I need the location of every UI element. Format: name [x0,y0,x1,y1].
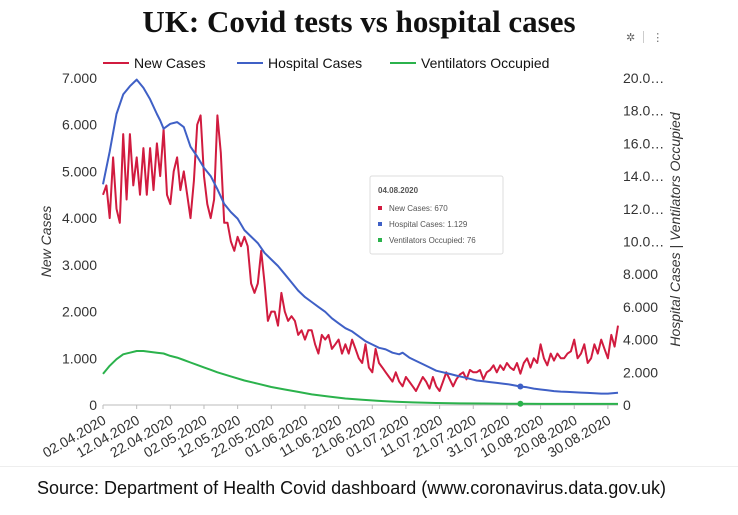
y-tick-label: 1.000 [62,350,97,366]
hover-point [517,400,524,407]
y-tick-label: 2.000 [62,304,97,320]
legend-label: Hospital Cases [268,55,362,71]
y2-tick-label: 8.000 [623,266,658,282]
toolbar-divider [643,31,645,43]
tooltip-box [369,175,504,255]
y-tick-label: 5.000 [62,163,97,179]
y-axis-title: New Cases [38,206,54,278]
y-tick-label: 7.000 [62,70,97,86]
tooltip-marker [378,206,382,210]
tooltip: 04.08.2020 New Cases: 670 Hospital Cases: … [369,175,504,255]
y2-tick-label: 14.0… [623,168,664,184]
y2-tick-label: 12.0… [623,201,664,217]
tooltip-date: 04.08.2020 [378,186,419,195]
y2-axis-title: Hospital Cases | Ventilators Occupied [667,111,683,346]
y2-tick-label: 0 [623,397,631,413]
series-line-new-cases [102,114,619,392]
tooltip-row: Ventilators Occupied: 76 [389,236,476,245]
tooltip-marker [378,222,382,226]
y2-tick-label: 6.000 [623,299,658,315]
y-tick-label: 6.000 [62,117,97,133]
axes: 0 1.000 2.000 3.000 4.000 5.000 6.000 7.000 0 2.0… [38,70,683,461]
legend-label: Ventilators Occupied [421,55,549,71]
tooltip-row: New Cases: 670 [389,204,448,213]
y2-tick-label: 16.0… [623,135,664,151]
series-line-ventilators-occupied [102,350,618,405]
legend-label: New Cases [134,55,206,71]
y2-tick-label: 10.0… [623,234,664,250]
series-layer [102,78,619,407]
footer-divider [0,466,738,467]
more-vertical-icon[interactable]: ⋮ [652,30,664,44]
chart-area: New Cases Hospital Cases Ventilators Occup… [38,55,683,461]
legend: New Cases Hospital Cases Ventilators Occup… [103,55,549,71]
tooltip-row: Hospital Cases: 1.129 [389,220,468,229]
y2-tick-label: 2.000 [623,364,658,380]
hover-point [517,383,524,390]
series-line-hospital-cases [102,78,619,395]
chart-title: UK: Covid tests vs hospital cases [142,4,576,39]
y2-tick-label: 20.0… [623,70,664,86]
y2-tick-label: 18.0… [623,103,664,119]
y-tick-label: 0 [89,397,97,413]
y-tick-label: 4.000 [62,210,97,226]
pin-icon[interactable]: ✲ [626,30,636,44]
chart-toolbar: ✲ ⋮ [626,28,663,46]
tooltip-marker [378,238,382,242]
y-tick-label: 3.000 [62,257,97,273]
source-note: Source: Department of Health Covid dashb… [37,478,666,498]
y2-tick-label: 4.000 [623,332,658,348]
